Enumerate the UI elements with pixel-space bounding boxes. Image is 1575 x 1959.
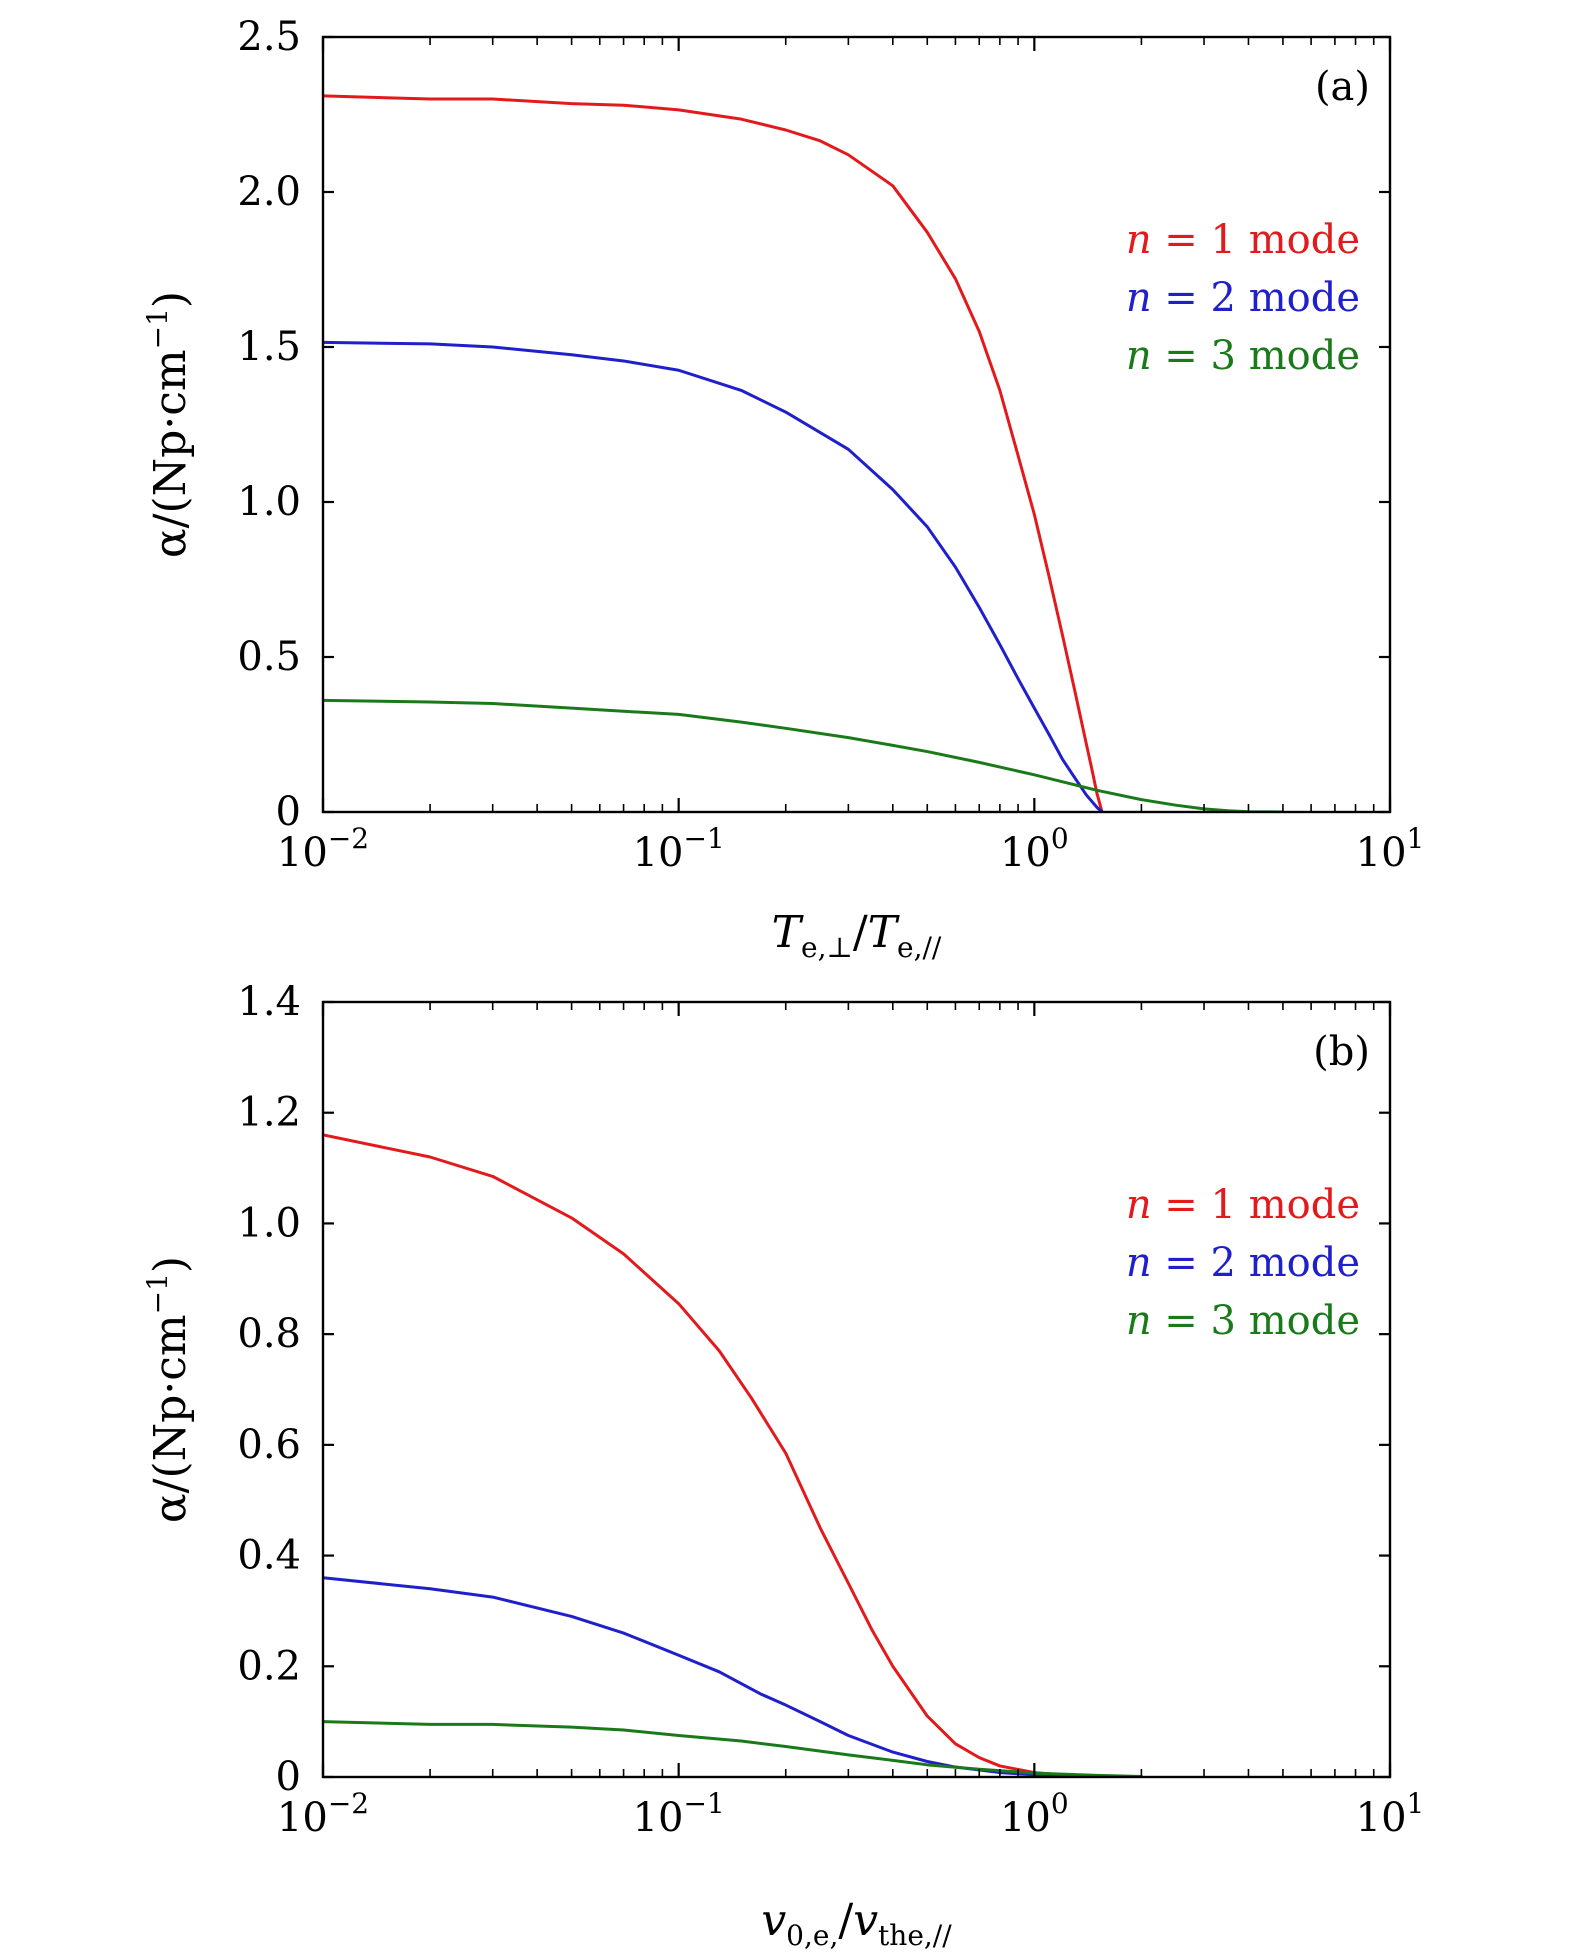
x-tick-exp: 0 bbox=[1051, 1787, 1069, 1820]
y-tick-label: 0 bbox=[276, 1754, 301, 1800]
x-tick-base: 10 bbox=[277, 1795, 328, 1841]
series-line-n1 bbox=[323, 1133, 1077, 1777]
x-tick-exp: −2 bbox=[328, 1787, 369, 1820]
y-tick-label: 0.2 bbox=[237, 1643, 301, 1689]
y-tick-label: 1.0 bbox=[237, 1200, 301, 1246]
x-tick-exp: 1 bbox=[1407, 1787, 1425, 1820]
x-tick-base: 10 bbox=[1356, 830, 1407, 876]
x-tick-exp: −1 bbox=[683, 1787, 724, 1820]
legend-entry-n1: n = 1 mode bbox=[1126, 1182, 1360, 1228]
series-line-n1 bbox=[323, 94, 1104, 812]
y-tick-label: 0.4 bbox=[237, 1533, 301, 1579]
series-group bbox=[323, 94, 1285, 812]
y-tick-label: 2.0 bbox=[237, 169, 301, 215]
x-tick-label: 10−1 bbox=[633, 1787, 725, 1841]
legend-entry-n2: n = 2 mode bbox=[1126, 1240, 1360, 1286]
x-tick-label: 100 bbox=[1000, 1787, 1069, 1841]
series-group bbox=[323, 1133, 1143, 1777]
x-tick-label: 10−2 bbox=[277, 1787, 369, 1841]
x-tick-label: 10−1 bbox=[633, 822, 725, 876]
panel-a: 00.51.01.52.02.510−2 10−1 100 101Te,⊥/Te,//… bbox=[141, 14, 1424, 964]
y-tick-label: 1.0 bbox=[237, 479, 301, 525]
series-line-n2 bbox=[323, 340, 1104, 812]
y-tick-label: 2.5 bbox=[237, 14, 301, 60]
x-tick-base: 10 bbox=[633, 1795, 684, 1841]
x-tick-exp: 1 bbox=[1407, 822, 1425, 855]
x-tick-exp: −2 bbox=[328, 822, 369, 855]
y-axis-label: α/(Np·cm−1) bbox=[141, 1256, 196, 1523]
y-tick-label: 0.8 bbox=[237, 1311, 301, 1357]
x-axis-label: v0,e,/vthe,// bbox=[761, 1895, 952, 1952]
x-tick-label: 101 bbox=[1356, 822, 1425, 876]
x-tick-label: 10−2 bbox=[277, 822, 369, 876]
y-tick-label: 0 bbox=[276, 789, 301, 835]
legend-entry-n3: n = 3 mode bbox=[1126, 333, 1360, 379]
legend-entry-n3: n = 3 mode bbox=[1126, 1298, 1360, 1344]
x-axis-label: Te,⊥/Te,// bbox=[772, 907, 942, 964]
y-tick-label: 0.5 bbox=[237, 634, 301, 680]
plot-frame bbox=[321, 35, 1392, 814]
y-tick-label: 1.2 bbox=[237, 1090, 301, 1136]
y-tick-label: 1.4 bbox=[237, 979, 301, 1025]
legend-entry-n2: n = 2 mode bbox=[1126, 275, 1360, 321]
y-tick-label: 0.6 bbox=[237, 1422, 301, 1468]
x-tick-base: 10 bbox=[1356, 1795, 1407, 1841]
x-tick-label: 100 bbox=[1000, 822, 1069, 876]
x-tick-label: 101 bbox=[1356, 1787, 1425, 1841]
series-line-n3 bbox=[323, 698, 1285, 812]
x-tick-base: 10 bbox=[633, 830, 684, 876]
y-tick-label: 1.5 bbox=[237, 324, 301, 370]
x-tick-base: 10 bbox=[277, 830, 328, 876]
legend-entry-n1: n = 1 mode bbox=[1126, 217, 1360, 263]
series-line-n3 bbox=[323, 1720, 1143, 1777]
x-tick-exp: 0 bbox=[1051, 822, 1069, 855]
x-tick-base: 10 bbox=[1000, 830, 1051, 876]
y-axis-label: α/(Np·cm−1) bbox=[141, 291, 196, 558]
panel-b: 00.20.40.60.81.01.21.410−2 10−1 100 101v0,e… bbox=[141, 979, 1424, 1952]
x-tick-exp: −1 bbox=[683, 822, 724, 855]
plot-frame bbox=[321, 1000, 1392, 1779]
x-tick-base: 10 bbox=[1000, 1795, 1051, 1841]
panel-label: (a) bbox=[1315, 64, 1370, 110]
panel-label: (b) bbox=[1313, 1029, 1370, 1075]
